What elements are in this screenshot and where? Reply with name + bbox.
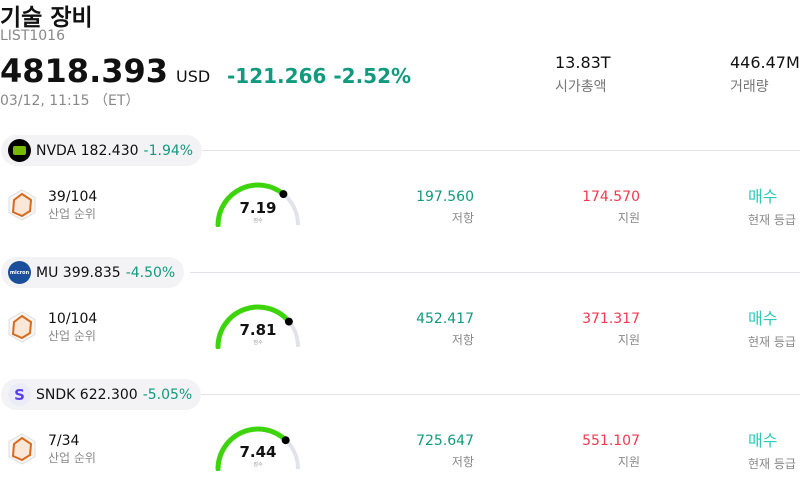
score-value: 7.44 bbox=[239, 443, 277, 461]
ticker: SNDK bbox=[36, 386, 76, 403]
gauge-marker bbox=[284, 317, 293, 326]
stock-change: -4.50% bbox=[125, 264, 176, 281]
industry-rank-hexagon-icon bbox=[8, 189, 36, 221]
gauge-marker bbox=[279, 190, 288, 199]
score-gauge bbox=[215, 426, 300, 471]
score-value: 7.19 bbox=[239, 199, 277, 217]
support: 551.107 지원 bbox=[582, 433, 640, 469]
stock-price: 182.430 bbox=[80, 142, 139, 159]
score-label: 점수 bbox=[253, 462, 263, 468]
stock-chip[interactable]: NVDA 182.430 -1.94% bbox=[1, 135, 203, 166]
score-gauge bbox=[215, 304, 300, 349]
gauge-fill bbox=[215, 426, 289, 471]
stock-chip[interactable]: micron MU 399.835 -4.50% bbox=[1, 257, 185, 288]
price-change: -121.266 -2.52% bbox=[227, 64, 412, 88]
resistance: 725.647 저항 bbox=[416, 433, 474, 469]
industry-rank-hexagon-icon bbox=[8, 433, 36, 465]
support: 174.570 지원 bbox=[582, 189, 640, 225]
volume: 446.47M 거래량 bbox=[730, 53, 800, 95]
score-value: 7.81 bbox=[239, 321, 277, 339]
index-price: 4818.393 bbox=[0, 52, 169, 90]
stock-section: micron MU 399.835 -4.50% 10/104 산업 순위 7.81… bbox=[0, 255, 800, 377]
stock-change: -1.94% bbox=[143, 142, 194, 159]
support: 371.317 지원 bbox=[582, 311, 640, 347]
page-title: 기술 장비 bbox=[0, 5, 93, 31]
resistance: 452.417 저항 bbox=[416, 311, 474, 347]
timestamp: 03/12, 11:15 （ET） bbox=[0, 93, 140, 109]
stock-section: NVDA 182.430 -1.94% 39/104 산업 순위 7.19 점수 1… bbox=[0, 133, 800, 255]
gauge-fill bbox=[215, 304, 292, 349]
ticker: NVDA bbox=[36, 142, 77, 159]
resistance: 197.560 저항 bbox=[416, 189, 474, 225]
current-rating[interactable]: 매수 현재 등급 bbox=[748, 187, 796, 227]
current-rating[interactable]: 매수 현재 등급 bbox=[748, 309, 796, 349]
micron-logo: micron bbox=[8, 261, 36, 284]
index-code: LIST1016 bbox=[0, 28, 65, 44]
divider bbox=[190, 272, 800, 273]
ticker: MU bbox=[36, 264, 59, 281]
score-label: 점수 bbox=[253, 218, 263, 224]
industry-rank: 10/104 산업 순위 bbox=[48, 311, 98, 343]
stock-change: -5.05% bbox=[142, 386, 193, 403]
stock-price: 399.835 bbox=[62, 264, 121, 281]
nvidia-logo bbox=[8, 139, 36, 162]
market-cap: 13.83T 시가총액 bbox=[555, 53, 611, 95]
industry-rank: 7/34 산업 순위 bbox=[48, 433, 96, 465]
score-gauge bbox=[215, 182, 300, 227]
sandisk-logo: S bbox=[8, 383, 36, 406]
currency: USD bbox=[176, 67, 211, 86]
score-label: 점수 bbox=[253, 340, 263, 346]
stock-chip[interactable]: S SNDK 622.300 -5.05% bbox=[1, 379, 202, 410]
stock-section: S SNDK 622.300 -5.05% 7/34 산업 순위 7.44 점수 7… bbox=[0, 377, 800, 499]
divider bbox=[190, 394, 800, 395]
current-rating[interactable]: 매수 현재 등급 bbox=[748, 431, 796, 471]
gauge-marker bbox=[281, 436, 290, 445]
industry-rank-hexagon-icon bbox=[8, 311, 36, 343]
stock-price: 622.300 bbox=[79, 386, 138, 403]
gauge-fill bbox=[215, 182, 286, 227]
industry-rank: 39/104 산업 순위 bbox=[48, 189, 98, 221]
divider bbox=[190, 150, 800, 151]
